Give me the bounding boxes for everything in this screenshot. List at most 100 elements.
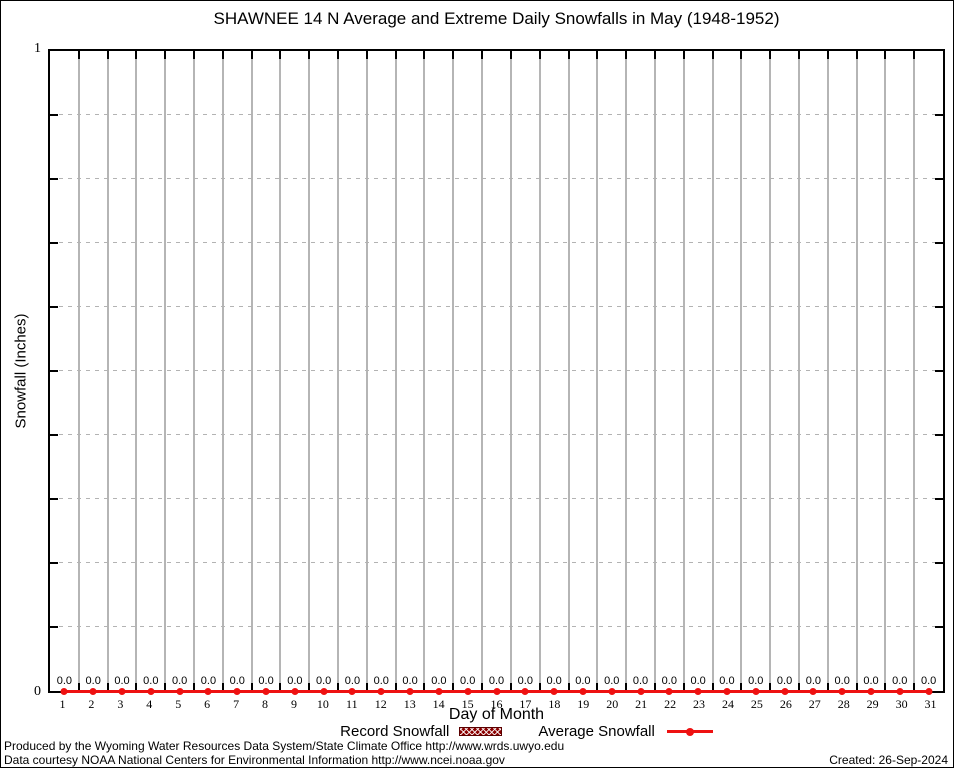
y-axis-min-label: 0: [34, 684, 41, 699]
x-tick-top: [653, 51, 656, 59]
x-tick-top: [826, 51, 829, 59]
y-tick-right: [935, 434, 943, 436]
horizontal-gridline: [50, 306, 943, 307]
x-axis-day-label: 26: [779, 697, 792, 711]
y-tick-left: [50, 434, 58, 436]
x-axis-day-label: 21: [635, 697, 648, 711]
x-axis-day-label: 2: [88, 697, 95, 711]
point-value-label: 0.0: [287, 675, 303, 687]
x-tick-top: [855, 51, 858, 59]
y-tick-right: [935, 306, 943, 308]
vertical-gridline: [884, 51, 887, 691]
x-axis-day-label: 11: [346, 697, 358, 711]
x-tick-bottom: [77, 683, 80, 691]
point-value-label: 0.0: [488, 675, 505, 687]
average-snowfall-marker: [118, 688, 126, 695]
x-tick-bottom: [596, 683, 599, 691]
x-tick-bottom: [769, 683, 772, 691]
point-value-label: 0.0: [517, 675, 533, 687]
footer-created-date: Created: 26-Sep-2024: [829, 753, 948, 767]
average-snowfall-marker: [435, 688, 443, 695]
average-snowfall-marker: [694, 688, 702, 695]
x-tick-top: [394, 51, 397, 59]
point-value-label: 0.0: [748, 675, 764, 687]
x-axis-day-label: 24: [721, 697, 734, 711]
point-value-label: 0.0: [229, 675, 245, 687]
horizontal-gridline: [50, 242, 943, 243]
average-snowfall-marker: [176, 688, 184, 695]
point-value-label: 0.0: [834, 675, 850, 687]
x-axis-day-label: 1: [59, 697, 66, 711]
x-tick-bottom: [135, 683, 138, 691]
average-snowfall-marker: [60, 688, 68, 695]
x-tick-bottom: [452, 683, 455, 691]
point-value-label: 0.0: [604, 675, 620, 687]
x-axis-day-label: 19: [577, 697, 590, 711]
y-tick-left: [50, 242, 58, 244]
average-snowfall-marker: [204, 688, 212, 695]
x-tick-top: [538, 51, 541, 59]
x-axis-day-label: 14: [432, 697, 445, 711]
average-snowfall-marker: [867, 688, 875, 695]
vertical-gridline: [77, 51, 80, 691]
x-tick-bottom: [884, 683, 887, 691]
average-snowfall-marker: [262, 688, 270, 695]
x-axis-day-label: 29: [866, 697, 879, 711]
x-axis-day-label: 25: [750, 697, 763, 711]
vertical-gridline: [797, 51, 800, 691]
x-tick-bottom: [740, 683, 743, 691]
x-tick-bottom: [826, 683, 829, 691]
average-snowfall-marker-sample: [685, 727, 694, 736]
point-value-label: 0.0: [402, 675, 418, 687]
plot-area: 0.0 0.0 0.0 0.0 0.0 0.0 0.0 0.0 0.0 0.0 0.0 0.0 0.0 0…: [48, 49, 945, 695]
average-snowfall-marker: [838, 688, 846, 695]
x-tick-top: [884, 51, 887, 59]
x-tick-bottom: [308, 683, 311, 691]
x-tick-bottom: [106, 683, 109, 691]
y-tick-right: [935, 242, 943, 244]
y-tick-right: [935, 178, 943, 180]
x-axis-day-label: 23: [693, 697, 706, 711]
point-value-label: 0.0: [316, 675, 332, 687]
vertical-gridline: [250, 51, 253, 691]
footer-data-credit: Data courtesy NOAA National Centers for …: [4, 753, 505, 767]
vertical-gridline: [337, 51, 340, 691]
x-tick-bottom: [711, 683, 714, 691]
average-snowfall-marker: [608, 688, 616, 695]
x-axis-day-label: 6: [204, 697, 211, 711]
x-axis-day-label: 10: [316, 697, 329, 711]
vertical-gridline: [481, 51, 484, 691]
x-axis-day-label: 7: [233, 697, 240, 711]
horizontal-gridline: [50, 370, 943, 371]
point-value-label: 0.0: [661, 675, 677, 687]
vertical-gridline: [740, 51, 743, 691]
average-snowfall-marker: [291, 688, 299, 695]
y-tick-right: [935, 562, 943, 564]
x-tick-bottom: [481, 683, 484, 691]
x-tick-bottom: [394, 683, 397, 691]
x-tick-top: [365, 51, 368, 59]
x-tick-bottom: [279, 683, 282, 691]
average-snowfall-marker: [89, 688, 97, 695]
point-value-label: 0.0: [863, 675, 879, 687]
average-snowfall-marker: [781, 688, 789, 695]
vertical-gridline: [308, 51, 311, 691]
x-tick-bottom: [193, 683, 196, 691]
x-axis-day-label: 5: [175, 697, 182, 711]
point-value-label: 0.0: [200, 675, 217, 687]
x-tick-top: [308, 51, 311, 59]
y-axis-title: Snowfall (Inches): [12, 313, 30, 429]
x-axis-day-label: 27: [808, 697, 821, 711]
vertical-gridline: [394, 51, 397, 691]
x-tick-top: [567, 51, 570, 59]
average-snowfall-marker: [233, 688, 241, 695]
x-axis-day-label: 3: [117, 697, 124, 711]
vertical-gridline: [653, 51, 656, 691]
x-tick-top: [913, 51, 916, 59]
point-value-label: 0.0: [920, 675, 937, 687]
average-snowfall-marker: [665, 688, 673, 695]
average-snowfall-marker: [550, 688, 558, 695]
vertical-gridline: [452, 51, 455, 691]
vertical-gridline: [596, 51, 599, 691]
y-tick-left: [50, 562, 58, 564]
